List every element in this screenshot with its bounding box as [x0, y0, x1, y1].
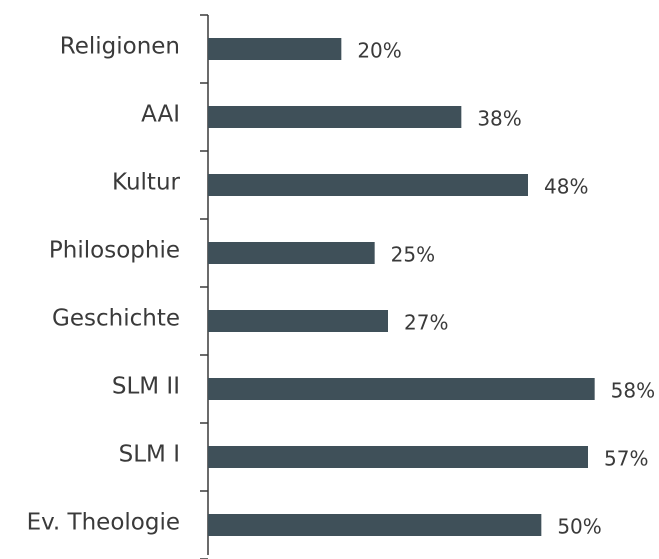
bar — [208, 242, 375, 264]
value-label: 57% — [604, 447, 648, 471]
bar — [208, 310, 388, 332]
value-label: 50% — [557, 515, 601, 539]
bar — [208, 514, 542, 536]
bar — [208, 446, 588, 468]
value-label: 48% — [544, 175, 588, 199]
category-label: SLM I — [119, 442, 180, 468]
value-label: 27% — [404, 311, 448, 335]
bar — [208, 38, 342, 60]
category-label: Kultur — [112, 170, 180, 196]
category-label: Geschichte — [52, 306, 180, 332]
bar — [208, 106, 462, 128]
value-label: 25% — [391, 243, 435, 267]
category-label: Religionen — [60, 34, 180, 60]
value-label: 38% — [477, 107, 521, 131]
bar — [208, 174, 528, 196]
category-label: SLM II — [112, 374, 180, 400]
bar — [208, 378, 595, 400]
value-label: 58% — [611, 379, 655, 403]
category-label: Ev. Theologie — [27, 510, 180, 536]
category-label: AAI — [141, 102, 180, 128]
category-label: Philosophie — [49, 238, 180, 264]
value-label: 20% — [357, 39, 401, 63]
